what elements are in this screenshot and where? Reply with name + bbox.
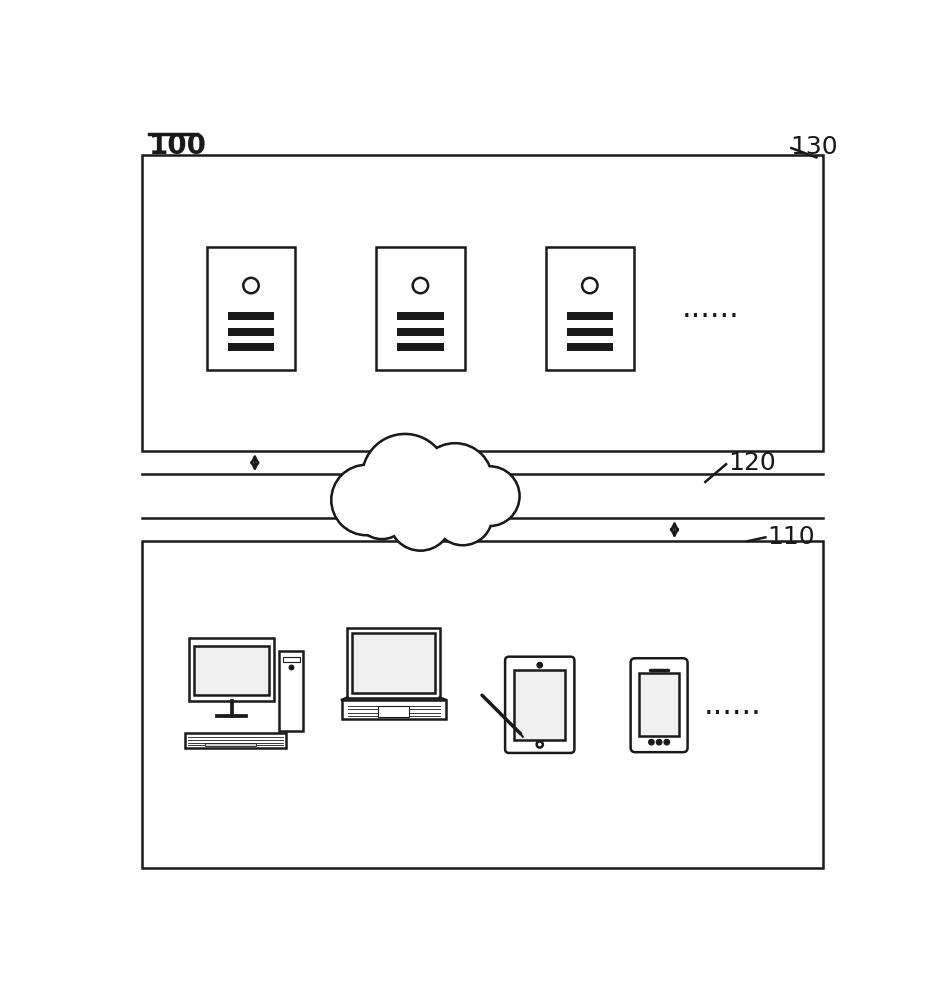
Text: ......: ...... xyxy=(704,691,761,720)
Text: 110: 110 xyxy=(767,525,815,549)
Circle shape xyxy=(433,486,492,545)
Circle shape xyxy=(355,485,409,538)
Circle shape xyxy=(364,436,446,518)
Bar xyxy=(348,628,440,698)
Circle shape xyxy=(461,467,519,525)
Bar xyxy=(514,670,565,740)
Bar xyxy=(378,706,409,717)
Bar xyxy=(376,247,464,370)
Bar xyxy=(141,541,823,868)
Circle shape xyxy=(657,739,662,745)
Circle shape xyxy=(356,485,408,538)
Bar xyxy=(567,312,613,320)
Circle shape xyxy=(390,488,451,550)
Circle shape xyxy=(332,465,401,535)
Bar xyxy=(228,343,274,351)
Circle shape xyxy=(363,435,447,519)
Circle shape xyxy=(664,739,670,745)
Circle shape xyxy=(355,485,409,538)
Circle shape xyxy=(390,488,451,550)
Text: 130: 130 xyxy=(790,135,837,159)
Bar xyxy=(398,343,444,351)
Bar xyxy=(141,155,823,451)
Circle shape xyxy=(355,485,409,538)
Text: 120: 120 xyxy=(728,451,776,475)
Circle shape xyxy=(419,445,491,516)
Bar xyxy=(228,328,274,336)
Bar xyxy=(639,673,679,736)
Circle shape xyxy=(363,435,447,519)
Circle shape xyxy=(537,662,543,668)
Circle shape xyxy=(418,444,492,518)
Circle shape xyxy=(462,468,518,525)
Bar xyxy=(398,328,444,336)
Bar xyxy=(342,700,446,719)
Bar xyxy=(545,247,634,370)
Bar xyxy=(283,657,300,662)
Circle shape xyxy=(461,467,519,525)
Bar xyxy=(280,651,302,731)
Bar xyxy=(206,247,295,370)
Circle shape xyxy=(435,488,491,543)
Bar xyxy=(567,328,613,336)
Circle shape xyxy=(418,444,492,518)
Circle shape xyxy=(332,465,401,535)
Circle shape xyxy=(333,467,399,533)
Circle shape xyxy=(649,739,654,745)
Circle shape xyxy=(433,486,492,545)
Circle shape xyxy=(390,488,451,550)
Circle shape xyxy=(434,487,492,544)
Circle shape xyxy=(418,444,492,518)
Bar xyxy=(228,312,274,320)
Circle shape xyxy=(333,466,400,534)
Text: 100: 100 xyxy=(150,132,207,160)
Circle shape xyxy=(356,486,408,537)
Circle shape xyxy=(391,490,450,549)
Circle shape xyxy=(332,465,401,535)
Circle shape xyxy=(433,486,492,545)
FancyBboxPatch shape xyxy=(630,658,688,752)
Circle shape xyxy=(390,489,450,549)
Circle shape xyxy=(364,435,447,519)
Bar xyxy=(194,646,269,695)
Bar xyxy=(185,733,286,748)
Bar xyxy=(398,312,444,320)
Text: ......: ...... xyxy=(682,294,740,323)
Circle shape xyxy=(363,435,447,519)
Bar xyxy=(567,343,613,351)
FancyBboxPatch shape xyxy=(505,657,575,753)
Circle shape xyxy=(461,467,519,525)
Circle shape xyxy=(419,444,492,517)
Bar xyxy=(352,633,435,693)
Circle shape xyxy=(462,468,517,524)
Bar xyxy=(204,743,255,746)
Bar xyxy=(189,638,274,701)
